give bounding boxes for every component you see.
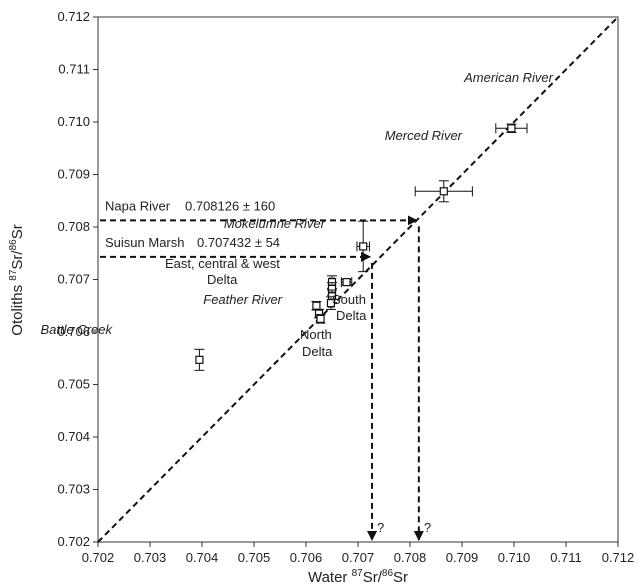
point-marker [195,355,204,364]
east-central-west-delta-label: Delta [207,272,238,287]
napa-label: Napa River [105,198,171,213]
x-tick-label: 0.707 [342,550,375,565]
suisun-question-mark: ? [377,520,384,535]
y-tick-label: 0.706 [57,324,90,339]
x-axis-ticks: 0.702 0.703 0.704 0.705 0.706 0.707 0.708 0.709… [82,542,635,565]
point-marker [359,242,368,251]
x-tick-label: 0.706 [290,550,323,565]
north-delta-label: North [300,327,332,342]
point-marker [507,124,516,133]
napa-question-mark: ? [424,520,431,535]
y-tick-label: 0.707 [57,272,90,287]
x-tick-label: 0.702 [82,550,115,565]
x-tick-label: 0.709 [446,550,479,565]
data-point [315,313,326,324]
x-tick-label: 0.704 [186,550,219,565]
y-tick-label: 0.704 [57,429,90,444]
south-delta-label: South [332,292,366,307]
y-axis-ticks: 0.702 0.703 0.704 0.705 0.706 0.707 0.708 0.709… [57,9,98,549]
chart-marks [97,16,619,543]
point-marker [316,314,325,323]
point-label: Battle Creek [40,322,113,337]
y-axis-title: Otoliths 87Sr/86Sr [8,224,26,335]
data-point [340,277,353,288]
x-tick-label: 0.712 [602,550,635,565]
point-marker [439,187,448,196]
chart-labels: American River Merced River Mokelumne Rive… [40,70,553,535]
y-tick-label: 0.702 [57,534,90,549]
east-central-west-delta-label: East, central & west [165,256,280,271]
point-label: Merced River [385,128,463,143]
y-tick-label: 0.709 [57,167,90,182]
y-tick-label: 0.712 [57,9,90,24]
south-delta-label: Delta [336,308,367,323]
feather-river-label: Feather River [203,292,282,307]
x-tick-label: 0.703 [134,550,167,565]
x-tick-label: 0.710 [498,550,531,565]
point-marker [342,278,351,287]
data-point [414,180,473,203]
data-point [325,296,336,310]
point-marker [312,301,321,310]
y-tick-label: 0.703 [57,482,90,497]
point-label: Mokelumne River [224,216,326,231]
x-tick-label: 0.711 [550,550,582,565]
data-point [314,308,324,319]
x-tick-label: 0.705 [238,550,271,565]
north-delta-label: Delta [302,344,333,359]
suisun-label: Suisun Marsh [105,235,184,250]
y-tick-label: 0.711 [58,62,90,77]
data-point [495,123,528,134]
point-label: American River [463,70,554,85]
point-marker [326,299,336,308]
y-tick-label: 0.710 [57,114,90,129]
y-tick-label: 0.705 [57,377,90,392]
napa-value-label: 0.708126 ± 160 [185,198,275,213]
one-to-one-line [97,16,619,543]
y-tick-label: 0.708 [57,219,90,234]
x-tick-label: 0.708 [394,550,427,565]
x-axis-title: Water 87Sr/86Sr [308,568,408,586]
suisun-value-label: 0.707432 ± 54 [197,235,280,250]
data-point [194,348,205,371]
